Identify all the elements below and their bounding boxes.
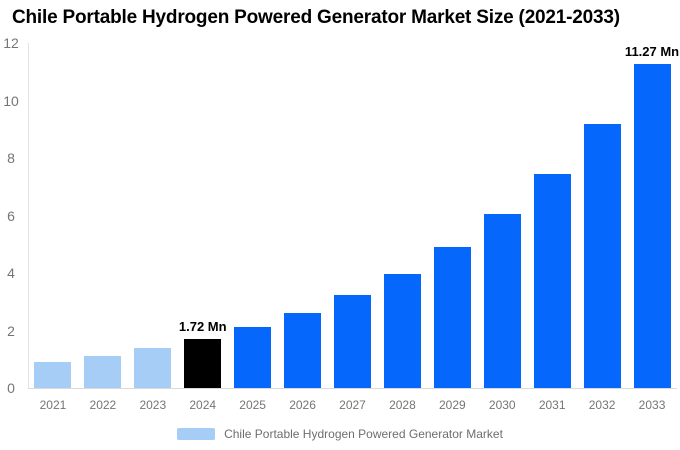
- x-axis-tick-label: 2024: [189, 398, 217, 412]
- bar-2025[interactable]: [234, 327, 272, 388]
- chart-title: Chile Portable Hydrogen Powered Generato…: [12, 7, 620, 28]
- legend: Chile Portable Hydrogen Powered Generato…: [0, 424, 680, 444]
- y-axis-tick-label: 10: [3, 92, 19, 109]
- x-axis-tick-label: 2028: [389, 398, 416, 412]
- bar-2032[interactable]: [583, 123, 621, 388]
- y-axis-tick-label: 2: [7, 322, 15, 339]
- bar-2021[interactable]: [34, 361, 72, 388]
- bar-value-label: 11.27 Mn: [624, 43, 680, 59]
- bar-2027[interactable]: [334, 295, 371, 388]
- x-axis-tick-label: 2025: [239, 398, 266, 412]
- bar-value-label: 1.72 Mn: [178, 318, 227, 334]
- x-axis-tick-label: 2031: [538, 398, 566, 412]
- x-axis-tick-label: 2026: [289, 398, 316, 412]
- bar-2028[interactable]: [383, 273, 421, 388]
- y-axis-line: [28, 43, 29, 388]
- x-axis-tick-label: 2022: [89, 398, 117, 412]
- y-axis-tick-label: 6: [7, 207, 15, 224]
- x-axis-tick-label: 2033: [638, 398, 666, 412]
- bar-2022[interactable]: [84, 355, 122, 388]
- bar-2030[interactable]: [483, 214, 521, 388]
- bar-2026[interactable]: [284, 312, 322, 388]
- x-axis-tick-label: 2032: [588, 398, 616, 412]
- x-axis-tick-label: 2030: [488, 398, 516, 412]
- bar-2023[interactable]: [134, 347, 172, 388]
- x-axis-line: [28, 388, 677, 389]
- legend-label: Chile Portable Hydrogen Powered Generato…: [224, 427, 503, 441]
- bar-2029[interactable]: [433, 247, 471, 388]
- bar-2033[interactable]: [633, 63, 671, 388]
- x-axis-tick-label: 2029: [438, 398, 466, 412]
- bar-2031[interactable]: [533, 173, 571, 388]
- x-axis-tick-label: 2023: [139, 398, 167, 412]
- y-axis-tick-label: 4: [7, 265, 15, 281]
- x-axis-tick-label: 2027: [339, 398, 366, 412]
- y-axis-tick-label: 8: [7, 150, 15, 166]
- y-axis-tick-label: 0: [7, 380, 15, 396]
- legend-swatch: [177, 428, 216, 440]
- legend-item[interactable]: Chile Portable Hydrogen Powered Generato…: [177, 427, 503, 441]
- x-axis-tick-label: 2021: [39, 398, 67, 412]
- y-axis-tick-label: 12: [3, 35, 19, 51]
- bar-2024[interactable]: [184, 338, 222, 388]
